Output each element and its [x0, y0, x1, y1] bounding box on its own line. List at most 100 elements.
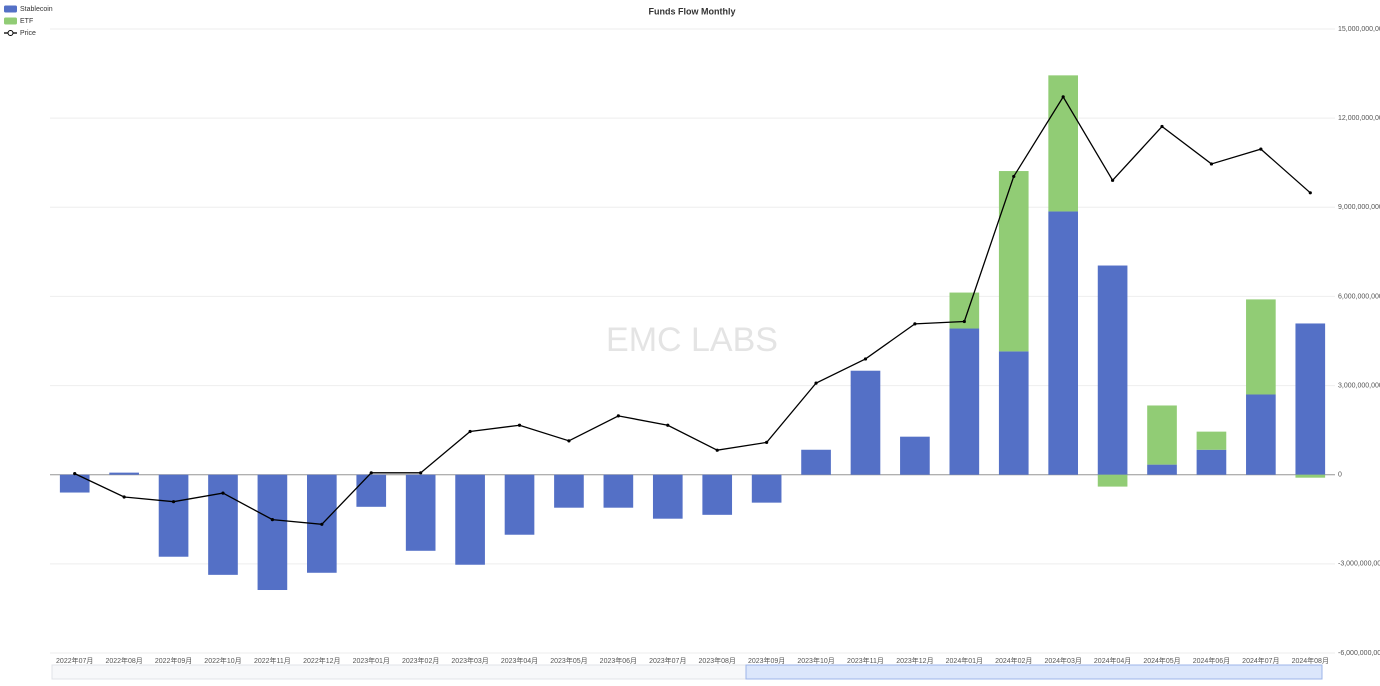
price-point[interactable]	[913, 322, 917, 326]
x-tick-label: 2024年05月	[1143, 656, 1180, 665]
bar[interactable]	[751, 474, 782, 503]
price-point[interactable]	[715, 448, 719, 452]
price-point[interactable]	[468, 429, 472, 434]
x-tick-label: 2024年02月	[995, 656, 1032, 665]
bar[interactable]	[1196, 431, 1227, 450]
price-point[interactable]	[616, 414, 620, 418]
y-tick-label: 0	[1338, 472, 1342, 479]
price-point[interactable]	[1012, 174, 1016, 179]
bar[interactable]	[900, 436, 930, 475]
legend-label[interactable]: Stablecoin	[20, 6, 53, 13]
y-tick-label: -3,000,000,000	[1338, 561, 1380, 568]
bar[interactable]	[1048, 211, 1078, 475]
bar[interactable]	[59, 474, 90, 493]
x-tick-label: 2023年09月	[748, 656, 785, 665]
price-point[interactable]	[567, 439, 571, 443]
watermark: EMC LABS	[606, 321, 778, 359]
bar[interactable]	[208, 474, 238, 575]
bar[interactable]	[702, 474, 733, 515]
price-point[interactable]	[814, 381, 818, 385]
x-tick-label: 2023年03月	[451, 656, 488, 665]
x-tick-label: 2022年08月	[105, 656, 142, 665]
y-tick-label: 6,000,000,000	[1338, 293, 1380, 300]
price-point[interactable]	[666, 423, 670, 427]
price-point[interactable]	[73, 472, 77, 476]
bar[interactable]	[1295, 323, 1326, 475]
x-tick-label: 2023年08月	[699, 656, 736, 665]
bar[interactable]	[1097, 265, 1128, 475]
bar[interactable]	[652, 474, 683, 519]
x-tick-label: 2022年12月	[303, 656, 340, 665]
y-tick-label: -6,000,000,000	[1338, 650, 1380, 657]
x-tick-label: 2024年01月	[946, 656, 983, 665]
price-point[interactable]	[517, 423, 522, 427]
bar[interactable]	[1196, 449, 1227, 475]
price-point[interactable]	[369, 471, 373, 475]
price-point[interactable]	[1209, 162, 1214, 166]
bar[interactable]	[850, 370, 881, 475]
bar[interactable]	[504, 474, 535, 535]
legend-swatch[interactable]	[4, 17, 17, 25]
price-point[interactable]	[863, 357, 868, 361]
x-tick-label: 2023年07月	[649, 656, 686, 665]
x-tick-label: 2022年11月	[254, 656, 291, 665]
y-tick-label: 12,000,000,000	[1338, 115, 1380, 122]
price-point[interactable]	[221, 491, 225, 495]
bar[interactable]	[356, 474, 387, 507]
x-tick-label: 2024年03月	[1044, 656, 1081, 665]
legend-label[interactable]: Price	[20, 30, 36, 37]
x-tick-label: 2024年07月	[1242, 656, 1279, 665]
bar[interactable]	[998, 351, 1029, 475]
price-point[interactable]	[1160, 124, 1164, 129]
y-tick-label: 9,000,000,000	[1338, 204, 1380, 211]
x-tick-label: 2023年10月	[797, 656, 834, 665]
price-point[interactable]	[1308, 191, 1312, 195]
x-tick-label: 2024年04月	[1094, 656, 1131, 665]
bar[interactable]	[1295, 474, 1326, 478]
x-tick-label: 2024年06月	[1193, 656, 1230, 665]
x-tick-label: 2023年02月	[402, 656, 439, 665]
x-tick-label: 2022年09月	[155, 656, 192, 665]
price-point[interactable]	[419, 471, 423, 475]
bar[interactable]	[158, 474, 189, 557]
bar[interactable]	[949, 328, 980, 475]
legend-marker	[7, 30, 14, 36]
x-tick-label: 2023年06月	[600, 656, 637, 665]
legend-label[interactable]: ETF	[20, 18, 33, 25]
bar[interactable]	[1097, 474, 1128, 487]
price-point[interactable]	[270, 518, 275, 522]
price-point[interactable]	[765, 440, 769, 444]
price-line	[74, 95, 1311, 525]
bar[interactable]	[998, 171, 1029, 352]
bar[interactable]	[1147, 405, 1177, 465]
chart-title: Funds Flow Monthly	[649, 6, 736, 16]
price-point[interactable]	[1110, 178, 1115, 182]
y-tick-label: 15,000,000,000	[1338, 26, 1380, 33]
zoom-window[interactable]	[745, 664, 1323, 680]
price-point[interactable]	[122, 495, 126, 499]
bar[interactable]	[603, 474, 634, 508]
price-point[interactable]	[962, 319, 966, 324]
bar[interactable]	[949, 292, 980, 329]
bar[interactable]	[109, 472, 139, 475]
x-tick-label: 2023年11月	[847, 656, 884, 665]
legend-swatch[interactable]	[4, 5, 17, 13]
bar[interactable]	[455, 474, 485, 565]
bar[interactable]	[405, 474, 436, 551]
x-tick-label: 2023年01月	[353, 656, 390, 665]
price-point[interactable]	[171, 500, 176, 504]
bar[interactable]	[1246, 299, 1276, 395]
bar[interactable]	[801, 449, 831, 475]
price-point[interactable]	[1061, 95, 1065, 99]
x-tick-label: 2023年05月	[550, 656, 587, 665]
x-tick-label: 2022年07月	[56, 656, 93, 665]
bar[interactable]	[1246, 394, 1276, 475]
bar[interactable]	[1147, 464, 1177, 475]
bar[interactable]	[257, 474, 288, 591]
bar[interactable]	[554, 474, 584, 508]
price-point[interactable]	[320, 522, 324, 526]
price-point[interactable]	[1259, 147, 1263, 151]
x-tick-label: 2024年08月	[1292, 656, 1329, 665]
x-tick-label: 2023年04月	[501, 656, 538, 665]
